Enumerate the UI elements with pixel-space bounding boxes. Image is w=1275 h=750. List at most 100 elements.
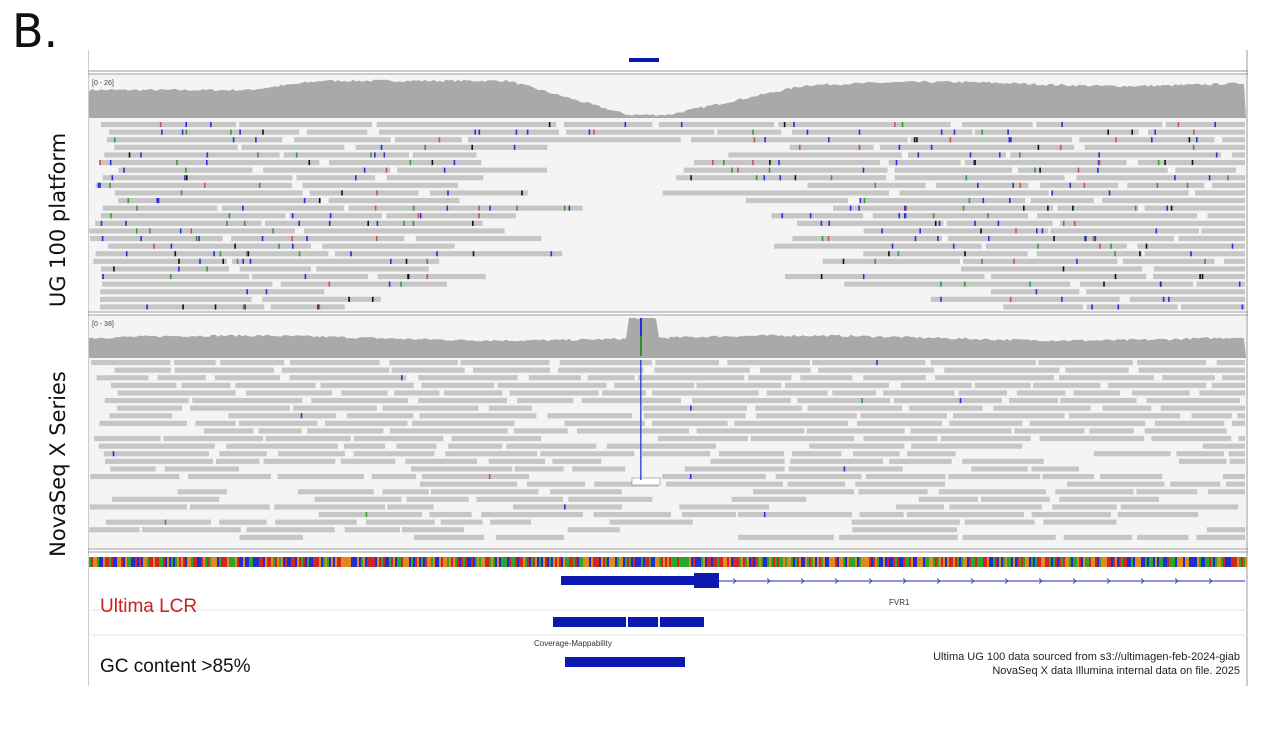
reference-base	[255, 557, 257, 567]
read-mismatch	[246, 289, 248, 295]
read-mismatch	[405, 258, 408, 264]
read	[405, 458, 477, 464]
read-mismatch	[123, 167, 125, 173]
reference-base	[1231, 557, 1233, 567]
read	[557, 367, 644, 373]
read	[1043, 519, 1117, 525]
read	[550, 489, 622, 495]
reference-base	[353, 557, 355, 567]
reference-base	[1239, 557, 1241, 567]
reference-base	[613, 557, 615, 567]
read	[293, 405, 377, 411]
strand-arrow	[1174, 578, 1179, 584]
reference-base	[165, 557, 167, 567]
read	[899, 190, 1049, 196]
reference-base	[99, 557, 101, 567]
read-mismatch	[1157, 160, 1160, 166]
read	[1224, 258, 1245, 264]
reference-base	[593, 557, 595, 567]
read	[1100, 474, 1163, 480]
reference-base	[181, 557, 183, 567]
read-mismatch	[401, 375, 403, 381]
reference-base	[659, 557, 661, 567]
reference-base	[349, 557, 351, 567]
read	[526, 481, 586, 487]
reference-base	[153, 557, 155, 567]
novaseq-coverage-track	[89, 318, 1246, 358]
reference-base	[867, 557, 869, 567]
reference-base	[969, 557, 971, 567]
reference-base	[823, 557, 825, 567]
read-mismatch	[135, 228, 138, 234]
reference-base	[585, 557, 587, 567]
read	[1162, 375, 1215, 381]
read-mismatch	[794, 175, 797, 181]
reference-base	[669, 557, 671, 567]
reference-base	[1009, 557, 1011, 567]
read-mismatch	[328, 281, 331, 287]
reference-base	[807, 557, 809, 567]
reference-base	[1061, 557, 1063, 567]
read-mismatch	[563, 205, 566, 211]
read-mismatch	[1098, 160, 1101, 166]
read-mismatch	[100, 220, 103, 226]
read	[964, 519, 1035, 525]
reference-base	[983, 557, 985, 567]
read-mismatch	[97, 182, 100, 188]
reference-base	[245, 557, 247, 567]
read-mismatch	[1192, 144, 1195, 150]
reference-base	[1183, 557, 1185, 567]
read-mismatch	[1099, 243, 1101, 249]
read	[103, 451, 210, 457]
read-mismatch	[1186, 182, 1189, 188]
read	[564, 420, 645, 426]
read	[304, 228, 505, 234]
read-mismatch	[265, 289, 268, 295]
reference-base	[325, 557, 327, 567]
read-mismatch	[564, 504, 566, 510]
read	[89, 527, 140, 533]
reference-base	[1119, 557, 1121, 567]
read	[567, 527, 620, 533]
read-mismatch	[769, 160, 771, 166]
read	[1154, 420, 1225, 426]
reference-base	[409, 557, 411, 567]
read-mismatch	[753, 137, 756, 143]
read	[528, 375, 581, 381]
read-mismatch	[987, 213, 989, 219]
read-mismatch	[1077, 167, 1080, 173]
read-mismatch	[1241, 304, 1244, 310]
reference-base	[1091, 557, 1093, 567]
read-mismatch	[390, 258, 392, 264]
read	[117, 390, 236, 396]
reference-base	[309, 557, 311, 567]
reference-base	[1085, 557, 1087, 567]
strand-arrow	[936, 578, 941, 584]
read-mismatch	[1037, 243, 1039, 249]
reference-base	[1003, 557, 1005, 567]
reference-base	[771, 557, 773, 567]
reference-base	[397, 557, 399, 567]
reference-base	[109, 557, 111, 567]
read-mismatch	[472, 220, 474, 226]
reference-base	[917, 557, 919, 567]
read-mismatch	[247, 251, 250, 257]
read-mismatch	[400, 281, 402, 287]
reference-base	[785, 557, 787, 567]
read	[807, 405, 903, 411]
reference-base	[511, 557, 513, 567]
read	[105, 519, 211, 525]
read-mismatch	[1177, 122, 1180, 128]
read	[231, 236, 405, 242]
gene-track	[561, 573, 1245, 588]
read	[981, 496, 1050, 502]
reference-base	[1027, 557, 1029, 567]
read	[117, 405, 183, 411]
read	[657, 436, 748, 442]
read	[100, 213, 286, 219]
reference-base	[89, 557, 91, 567]
read	[930, 360, 1036, 366]
reference-base	[187, 557, 189, 567]
reference-base	[337, 557, 339, 567]
reference-base	[183, 557, 185, 567]
